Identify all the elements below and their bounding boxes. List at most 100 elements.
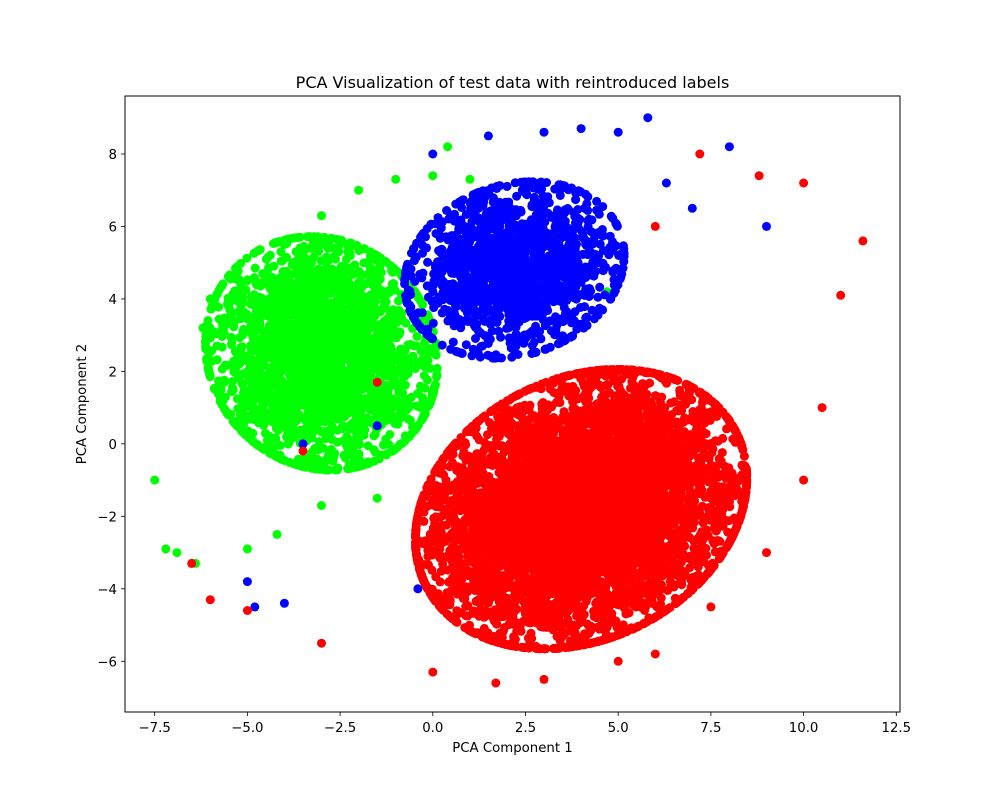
data-point-series-2 [593, 258, 603, 268]
data-point-series-1 [289, 386, 299, 396]
data-points [150, 113, 868, 688]
data-point-series-1 [390, 419, 400, 428]
data-point-series-1 [265, 250, 275, 260]
data-point-series-2 [492, 316, 501, 326]
data-point-series-1 [323, 398, 333, 408]
data-point-series-1 [335, 291, 345, 301]
data-point-series-1 [327, 435, 337, 444]
data-point-series-1 [369, 342, 379, 352]
data-point-series-2 [549, 297, 559, 307]
data-point-series-2 [609, 280, 619, 290]
data-point-series-1 [313, 391, 323, 401]
data-point-series-2 [515, 305, 525, 315]
data-point-series-2 [558, 331, 568, 341]
data-point-series-1 [301, 459, 311, 469]
data-point-series-2 [555, 260, 564, 270]
data-point-series-1 [412, 331, 422, 341]
data-point-series-1 [400, 380, 410, 390]
data-point-series-1 [345, 349, 355, 358]
data-point-series-2 [557, 218, 567, 228]
data-point-series-2 [409, 244, 419, 254]
data-point-series-1 [363, 459, 373, 469]
data-point-series-2 [561, 287, 571, 297]
data-point-series-2 [506, 231, 515, 241]
data-point-series-2 [242, 577, 252, 587]
data-point-series-1 [259, 420, 269, 430]
data-point-series-2 [448, 244, 458, 254]
data-point-series-1 [231, 362, 241, 372]
data-point-series-2 [575, 214, 585, 224]
data-point-series-1 [325, 288, 335, 298]
data-point-series-2 [608, 267, 618, 277]
data-point-series-1 [253, 407, 263, 417]
data-point-series-1 [395, 403, 405, 413]
data-point-series-1 [247, 436, 257, 446]
data-point-series-2 [555, 191, 565, 200]
data-point-series-1 [282, 403, 292, 413]
data-point-series-1 [339, 311, 349, 321]
data-point-series-1 [344, 302, 354, 312]
data-point-series-2 [494, 275, 503, 284]
data-point-series-1 [376, 319, 386, 329]
data-point-series-2 [580, 290, 590, 300]
data-point-series-1 [351, 401, 361, 411]
data-point-series-2 [458, 195, 468, 205]
data-point-series-1 [268, 393, 278, 403]
data-point-series-2 [496, 332, 506, 342]
data-point-series-1 [285, 377, 295, 387]
data-point-series-1 [389, 264, 399, 273]
data-point-series-1 [408, 422, 417, 432]
data-point-series-2 [595, 303, 604, 313]
data-point-series-1 [305, 232, 315, 242]
data-point-series-2 [437, 340, 447, 350]
data-point-series-2 [512, 243, 522, 253]
data-point-series-2 [447, 257, 457, 267]
data-point-series-1 [425, 344, 435, 354]
data-point-series-2 [615, 249, 625, 259]
data-point-series-2 [536, 247, 546, 257]
data-point-series-2 [595, 239, 605, 249]
data-point-series-1 [296, 302, 306, 312]
data-point-series-1 [216, 394, 225, 404]
data-point-series-1 [217, 342, 227, 352]
data-point-series-2 [552, 205, 562, 215]
data-point-series-1 [223, 295, 233, 305]
data-point-series-2 [482, 186, 492, 196]
data-point-series-1 [382, 258, 392, 267]
data-point-series-2 [539, 127, 549, 137]
data-point-series-1 [272, 529, 282, 539]
data-point-series-2 [417, 230, 427, 240]
data-point-series-1 [443, 142, 453, 152]
data-point-series-1 [346, 378, 356, 388]
data-point-series-2 [445, 288, 455, 298]
data-point-series-2 [569, 234, 579, 244]
data-point-series-1 [408, 351, 418, 361]
data-point-series-1 [335, 235, 345, 245]
data-point-series-2 [564, 272, 574, 282]
data-point-series-1 [298, 245, 308, 255]
data-point-series-1 [416, 346, 426, 356]
data-point-series-2 [492, 289, 502, 299]
data-point-series-2 [454, 216, 464, 226]
data-point-series-1 [306, 351, 316, 361]
data-point-series-1 [320, 375, 330, 385]
data-point-series-1 [291, 283, 301, 293]
data-point-series-2 [454, 292, 464, 302]
data-point-series-2 [559, 303, 569, 313]
data-point-series-1 [328, 455, 338, 465]
data-point-series-1 [172, 548, 182, 558]
data-point-series-2 [402, 296, 412, 306]
data-point-series-1 [238, 403, 247, 413]
data-point-series-2 [613, 127, 623, 137]
data-point-series-1 [309, 426, 319, 436]
data-point-series-1 [220, 360, 230, 370]
data-point-series-2 [489, 353, 499, 363]
data-point-series-1 [356, 359, 366, 369]
data-point-series-1 [207, 346, 217, 356]
data-point-series-1 [277, 256, 287, 266]
data-point-series-2 [518, 177, 528, 187]
data-point-series-1 [323, 426, 333, 436]
data-point-series-1 [328, 414, 338, 424]
data-point-series-1 [220, 404, 230, 414]
data-point-series-1 [314, 328, 324, 338]
